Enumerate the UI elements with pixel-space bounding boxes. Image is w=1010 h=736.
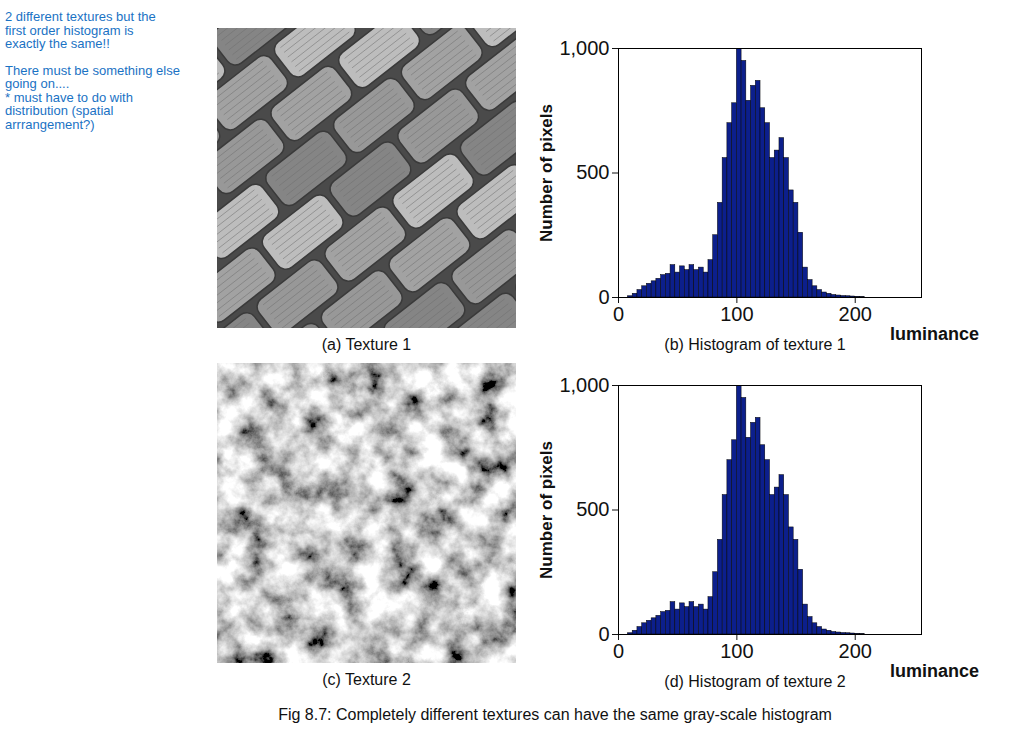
svg-text:0: 0 bbox=[613, 303, 624, 325]
svg-text:1,000: 1,000 bbox=[559, 37, 609, 59]
html-text:luminance: luminance bbox=[890, 324, 979, 344]
html-text:distribution (spatial: distribution (spatial bbox=[5, 103, 114, 118]
svg-text:1,000: 1,000 bbox=[559, 374, 609, 396]
svg-text:500: 500 bbox=[576, 161, 609, 183]
svg-text:100: 100 bbox=[720, 303, 753, 325]
html-text:exactly the same!!: exactly the same!! bbox=[5, 36, 110, 51]
svg-text:Number of pixels: Number of pixels bbox=[537, 104, 556, 242]
html-text:(d) Histogram of texture 2: (d) Histogram of texture 2 bbox=[664, 673, 846, 690]
html-text:luminance: luminance bbox=[890, 661, 979, 681]
html-text:first order histogram is: first order histogram is bbox=[5, 22, 134, 38]
html-text:(c) Texture 2: (c) Texture 2 bbox=[322, 671, 411, 688]
html-text:Fig 8.7: Completely different: Fig 8.7: Completely different textures c… bbox=[278, 706, 832, 723]
svg-text:Number of pixels: Number of pixels bbox=[537, 441, 556, 579]
svg-text:200: 200 bbox=[839, 640, 872, 662]
html-text:(b) Histogram of texture 1: (b) Histogram of texture 1 bbox=[664, 336, 846, 353]
svg-text:0: 0 bbox=[598, 623, 609, 645]
svg-text:0: 0 bbox=[613, 640, 624, 662]
html-text:There must be something else: There must be something else bbox=[5, 62, 180, 78]
svg-text:0: 0 bbox=[598, 286, 609, 308]
html-text:(a) Texture 1: (a) Texture 1 bbox=[321, 336, 412, 353]
html-text:2 different textures but the: 2 different textures but the bbox=[5, 9, 156, 24]
html-text:going on....: going on.... bbox=[5, 76, 70, 91]
html-text:* must have to do with: * must have to do with bbox=[5, 89, 133, 105]
svg-text:200: 200 bbox=[839, 303, 872, 325]
html-text:arrrangement?): arrrangement?) bbox=[5, 116, 95, 132]
svg-text:100: 100 bbox=[720, 640, 753, 662]
svg-text:500: 500 bbox=[576, 498, 609, 520]
